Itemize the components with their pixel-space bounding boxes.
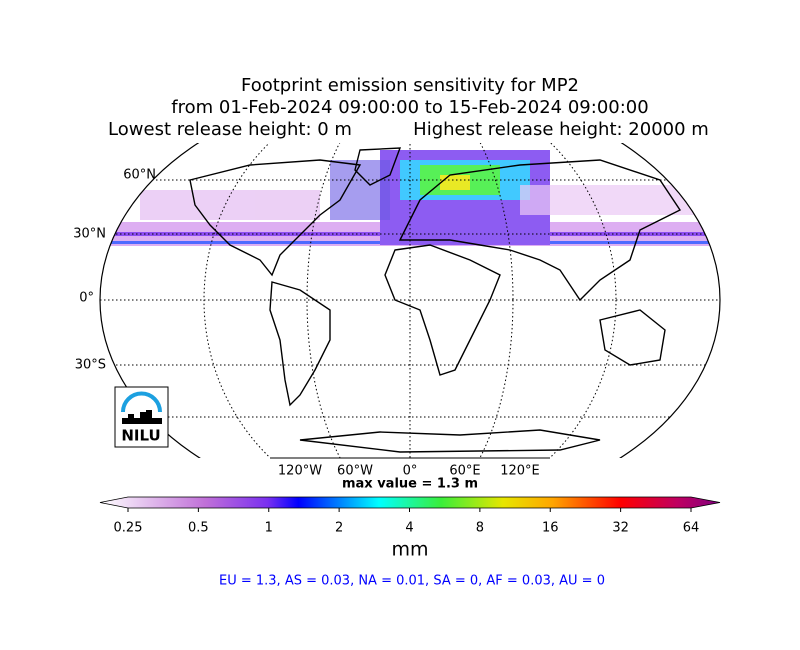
colorbar-unit: mm — [391, 539, 428, 561]
colorbar-tick-label: 0.25 — [114, 521, 143, 536]
colorbar-tick-label: 64 — [683, 521, 700, 536]
title-line: Highest release height: 20000 m — [413, 119, 709, 140]
logo: NILU — [114, 386, 169, 448]
title-line: Footprint emission sensitivity for MP2 — [241, 75, 579, 96]
map-frame — [99, 143, 721, 458]
colorbar-tick-label: 0.5 — [188, 521, 209, 536]
title-line: Lowest release height: 0 m — [108, 119, 352, 140]
lon-label: 120°W — [278, 464, 322, 479]
colorbar-tick-label: 8 — [476, 521, 484, 536]
colorbar-tick-label: 4 — [405, 521, 413, 536]
graticule — [100, 143, 720, 458]
lon-label: 120°E — [500, 464, 540, 479]
lat-label: 30°S — [75, 358, 106, 373]
lon-label: 60°W — [337, 464, 373, 479]
lon-label: 60°E — [449, 464, 480, 479]
colorbar-tick-label: 32 — [612, 521, 629, 536]
colorbar-tick-label: 16 — [542, 521, 559, 536]
lat-label: 60°N — [123, 168, 156, 183]
colorbar-tick-label: 2 — [335, 521, 343, 536]
colorbar: 0.25 0.5 1 2 4 8 16 32 64 — [99, 496, 721, 536]
lat-label: 0° — [79, 291, 94, 306]
title-line: from 01-Feb-2024 09:00:00 to 15-Feb-2024… — [171, 97, 648, 118]
region-summary: EU = 1.3, AS = 0.03, NA = 0.01, SA = 0, … — [219, 574, 605, 589]
logo-text: NILU — [121, 427, 160, 445]
lon-label: 0° — [403, 464, 418, 479]
colorbar-tick-label: 1 — [265, 521, 273, 536]
map — [99, 143, 721, 458]
max-value: max value = 1.3 m — [342, 477, 478, 492]
lat-label: 30°N — [73, 227, 106, 242]
sensitivity-field — [110, 150, 720, 246]
coastlines — [189, 147, 682, 453]
